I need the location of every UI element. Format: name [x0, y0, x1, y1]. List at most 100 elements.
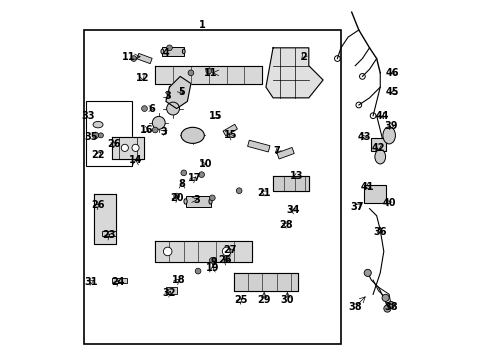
Circle shape — [92, 132, 99, 139]
Text: 30: 30 — [280, 295, 293, 305]
Circle shape — [195, 268, 201, 274]
Text: 39: 39 — [384, 121, 397, 131]
Text: 16: 16 — [139, 125, 153, 135]
Bar — [165, 287, 177, 294]
Text: 40: 40 — [382, 198, 395, 208]
Circle shape — [173, 193, 179, 199]
Polygon shape — [155, 241, 251, 262]
Bar — [162, 47, 183, 56]
Text: 11: 11 — [203, 68, 217, 78]
Text: 34: 34 — [285, 205, 299, 215]
Circle shape — [166, 102, 179, 115]
Circle shape — [142, 106, 147, 111]
Circle shape — [224, 256, 229, 261]
Text: 32: 32 — [163, 288, 176, 297]
Circle shape — [386, 301, 394, 309]
Bar — [83, 30, 340, 344]
Text: 22: 22 — [91, 150, 104, 160]
Text: 14: 14 — [128, 156, 142, 165]
Text: 18: 18 — [171, 275, 185, 285]
Text: 38: 38 — [384, 302, 397, 312]
Ellipse shape — [382, 127, 395, 144]
Text: 15: 15 — [209, 111, 222, 121]
Bar — [137, 53, 152, 64]
Text: 17: 17 — [187, 173, 201, 183]
Text: 19: 19 — [205, 262, 219, 273]
Text: 42: 42 — [371, 143, 385, 153]
Circle shape — [205, 68, 211, 74]
Text: 21: 21 — [257, 188, 270, 198]
Text: 44: 44 — [374, 111, 388, 121]
Bar — [185, 196, 210, 207]
Text: 28: 28 — [278, 220, 292, 230]
Circle shape — [209, 257, 215, 263]
Polygon shape — [265, 48, 323, 98]
Text: 20: 20 — [169, 193, 183, 203]
Polygon shape — [233, 273, 298, 291]
Circle shape — [381, 294, 388, 301]
Text: 4: 4 — [162, 48, 169, 58]
Circle shape — [132, 144, 139, 152]
Text: 36: 36 — [373, 227, 386, 237]
Circle shape — [181, 170, 186, 176]
Circle shape — [209, 195, 215, 201]
Polygon shape — [112, 137, 144, 158]
Text: 6: 6 — [148, 104, 155, 113]
Text: 12: 12 — [136, 73, 149, 83]
Text: 46: 46 — [385, 68, 399, 78]
Bar — [85, 102, 132, 166]
Text: 3: 3 — [192, 195, 199, 204]
Text: 29: 29 — [257, 295, 270, 305]
Bar — [370, 138, 385, 150]
Bar — [247, 140, 269, 152]
Text: 27: 27 — [223, 245, 237, 255]
Ellipse shape — [182, 49, 185, 54]
Text: 2: 2 — [300, 52, 306, 62]
Ellipse shape — [183, 199, 187, 204]
Circle shape — [188, 70, 193, 76]
Circle shape — [236, 188, 242, 194]
Text: 24: 24 — [111, 277, 124, 287]
Text: 3: 3 — [164, 91, 171, 101]
Text: 26: 26 — [218, 255, 231, 265]
Ellipse shape — [208, 199, 212, 204]
Text: 10: 10 — [198, 159, 211, 169]
Text: 5: 5 — [178, 87, 185, 98]
Bar — [112, 278, 126, 283]
Circle shape — [152, 116, 165, 129]
Circle shape — [163, 247, 172, 256]
Bar — [102, 231, 115, 236]
Text: 26: 26 — [91, 200, 104, 210]
Text: 33: 33 — [81, 111, 95, 121]
Text: 25: 25 — [234, 295, 247, 305]
Text: 9: 9 — [210, 257, 217, 267]
Text: 1: 1 — [199, 19, 205, 30]
Circle shape — [383, 305, 390, 312]
Circle shape — [198, 172, 204, 177]
Text: 3: 3 — [161, 127, 167, 137]
Text: 35: 35 — [84, 132, 98, 142]
Text: 41: 41 — [360, 182, 374, 192]
Text: 31: 31 — [84, 277, 98, 287]
Text: 7: 7 — [273, 147, 280, 157]
Text: 11: 11 — [122, 52, 135, 62]
Ellipse shape — [161, 49, 163, 54]
Polygon shape — [165, 76, 190, 109]
Ellipse shape — [374, 150, 385, 164]
Text: 38: 38 — [348, 302, 361, 312]
Circle shape — [131, 56, 136, 62]
Circle shape — [152, 127, 158, 133]
Text: 37: 37 — [349, 202, 363, 212]
Text: 23: 23 — [102, 230, 115, 240]
Text: 15: 15 — [223, 130, 237, 140]
Ellipse shape — [93, 121, 103, 128]
Circle shape — [121, 144, 128, 152]
Circle shape — [222, 247, 230, 256]
Circle shape — [166, 45, 172, 51]
Text: 45: 45 — [385, 87, 399, 98]
Bar — [364, 185, 385, 203]
Polygon shape — [155, 66, 262, 84]
Circle shape — [98, 133, 103, 138]
Bar — [276, 148, 294, 159]
Text: 26: 26 — [107, 139, 121, 149]
